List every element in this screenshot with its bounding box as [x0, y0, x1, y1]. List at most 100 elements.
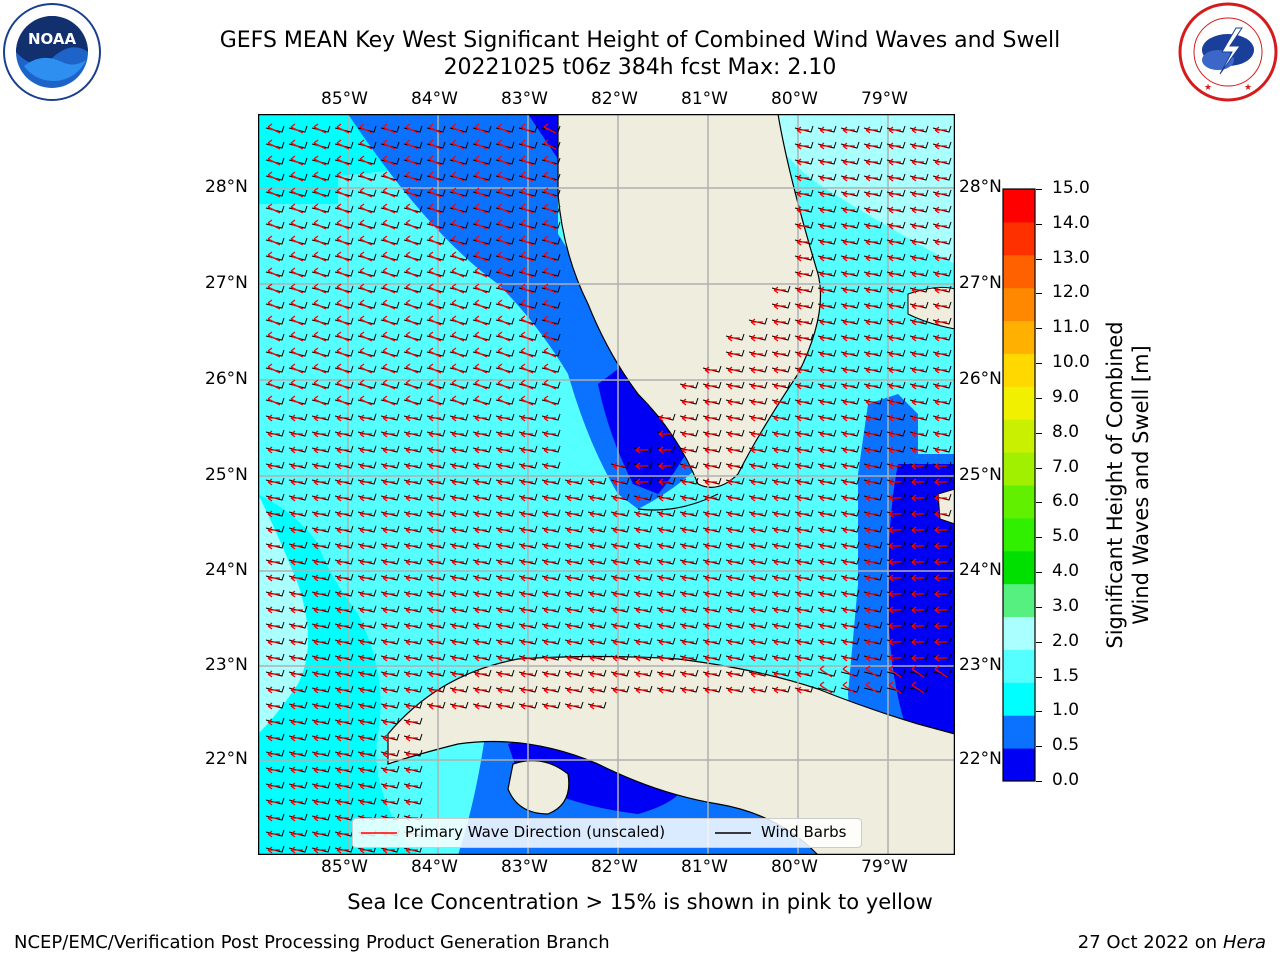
wave-direction-arrow: [865, 302, 878, 310]
wave-direction-arrow: [842, 590, 855, 598]
wave-direction-arrow: [267, 219, 281, 230]
wave-direction-arrow: [589, 526, 602, 534]
wave-direction-arrow: [727, 590, 740, 598]
wind-barb: [495, 621, 515, 629]
nws-logo: ★ ★: [1178, 2, 1278, 102]
wind-barb: [380, 621, 400, 629]
wind-barb: [472, 621, 492, 629]
wind-barb: [334, 445, 354, 453]
wave-direction-arrow: [727, 430, 740, 438]
wind-barb: [656, 461, 676, 469]
footer-date: 27 Oct 2022 on: [1077, 932, 1223, 953]
wind-barb: [794, 205, 814, 213]
wave-direction-arrow: [911, 318, 924, 326]
lat-label-left: 22°N: [205, 749, 248, 769]
wave-direction-arrow: [313, 590, 326, 598]
wave-direction-arrow: [474, 315, 488, 326]
wave-direction-arrow: [589, 686, 602, 694]
wind-barb: [932, 429, 952, 437]
wave-direction-arrow: [773, 478, 786, 486]
wind-barb: [334, 717, 354, 725]
wind-barb: [449, 669, 469, 677]
wind-barb: [679, 381, 699, 389]
wind-barb: [357, 541, 377, 549]
wave-direction-arrow: [382, 315, 396, 326]
wind-barb: [679, 685, 699, 693]
wave-direction-arrow: [474, 283, 488, 294]
wind-barb: [610, 685, 630, 693]
wave-direction-arrow: [589, 622, 602, 630]
wave-direction-arrow: [405, 526, 418, 534]
wave-direction-arrow: [520, 123, 534, 134]
wind-barb: [472, 637, 492, 645]
wave-direction-arrow: [543, 590, 556, 598]
colorbar-tick-mark: [1036, 676, 1042, 678]
wave-direction-arrow: [336, 446, 349, 454]
wave-direction-arrow: [566, 686, 579, 694]
wave-direction-arrow: [543, 299, 557, 310]
wave-direction-arrow: [842, 254, 855, 262]
wind-barb: [403, 573, 423, 581]
wave-direction-arrow: [520, 363, 534, 374]
wind-barb: [541, 669, 561, 677]
wave-direction-arrow: [428, 494, 441, 502]
wave-direction-arrow: [934, 510, 947, 518]
wave-direction-arrow: [497, 526, 510, 534]
wind-barb: [357, 605, 377, 613]
wind-barb: [311, 701, 331, 709]
wave-direction-arrow: [405, 590, 418, 598]
wind-barb: [334, 653, 354, 661]
wind-barb: [817, 477, 837, 485]
wave-direction-arrow: [405, 606, 418, 614]
lat-label-left: 26°N: [205, 369, 248, 389]
wind-barb: [679, 621, 699, 629]
wind-barb: [265, 541, 285, 549]
wave-direction-arrow: [865, 654, 878, 662]
wave-direction-arrow: [359, 510, 372, 518]
wave-direction-arrow: [658, 430, 671, 438]
wave-direction-arrow: [451, 171, 465, 182]
wind-barb: [587, 525, 607, 533]
wave-direction-arrow: [773, 318, 786, 326]
wind-barb: [334, 749, 354, 757]
wave-direction-arrow: [934, 414, 947, 422]
wind-barb: [403, 461, 423, 469]
colorbar-tick-label: 4.0: [1052, 561, 1080, 582]
wind-barb: [403, 653, 423, 661]
wave-direction-arrow: [658, 686, 671, 694]
wind-barb: [771, 381, 791, 389]
wave-direction-arrow: [336, 171, 350, 182]
wind-barb: [288, 605, 308, 613]
wave-direction-arrow: [842, 174, 855, 182]
wave-direction-arrow: [750, 462, 763, 470]
wave-direction-arrow: [290, 363, 304, 374]
wave-direction-arrow: [451, 526, 464, 534]
wind-barb: [886, 493, 906, 501]
wave-direction-arrow: [911, 590, 924, 598]
wave-direction-arrow: [658, 462, 671, 470]
wind-barb: [909, 205, 929, 213]
wave-direction-arrow: [520, 395, 534, 406]
wind-barb: [587, 685, 607, 693]
colorbar-cell: [1003, 682, 1035, 716]
wave-direction-arrow: [543, 139, 557, 150]
wave-direction-arrow: [428, 123, 442, 134]
wind-barb: [794, 493, 814, 501]
wave-direction-arrow: [428, 315, 442, 326]
wave-direction-arrow: [589, 478, 602, 486]
wave-direction-arrow: [819, 574, 832, 582]
wind-barb: [863, 333, 883, 341]
wave-direction-arrow: [290, 750, 303, 758]
wave-direction-arrow: [865, 254, 878, 262]
lon-label-bottom: 83°W: [501, 857, 548, 877]
wind-barb: [449, 525, 469, 533]
wave-direction-arrow: [336, 622, 349, 630]
wave-direction-arrow: [267, 558, 280, 566]
wave-direction-arrow: [635, 654, 648, 662]
wave-direction-arrow: [290, 814, 303, 822]
wind-barb: [840, 525, 860, 533]
wind-barb: [794, 285, 814, 293]
wave-direction-arrow: [497, 590, 510, 598]
wind-barb: [886, 669, 906, 677]
wave-direction-arrow: [543, 219, 557, 230]
